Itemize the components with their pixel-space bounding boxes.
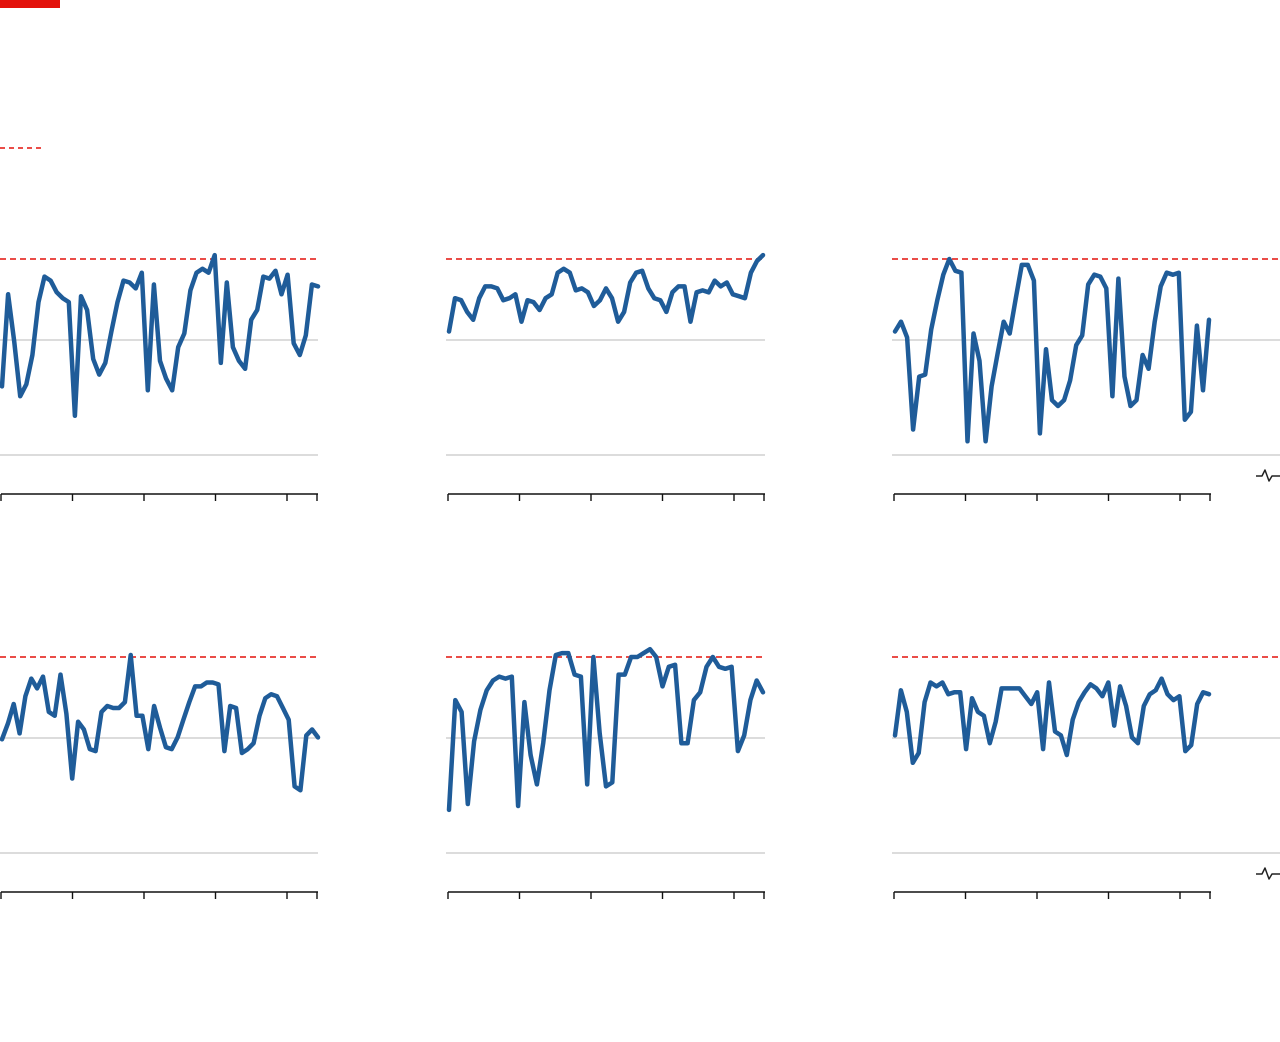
brand-accent-bar [0, 0, 60, 8]
panel-6-series-line [892, 676, 1212, 766]
threshold-legend-icon [0, 147, 42, 149]
axis-break-icon-2 [1256, 867, 1280, 880]
panel-1-series-line [0, 252, 321, 419]
panel-2-series-line [446, 252, 766, 334]
panel-4-series-line [0, 652, 321, 793]
axis-break-icon-1 [1256, 469, 1280, 482]
panel-5-series-line [446, 646, 766, 813]
panel-3-series-line [892, 256, 1212, 444]
